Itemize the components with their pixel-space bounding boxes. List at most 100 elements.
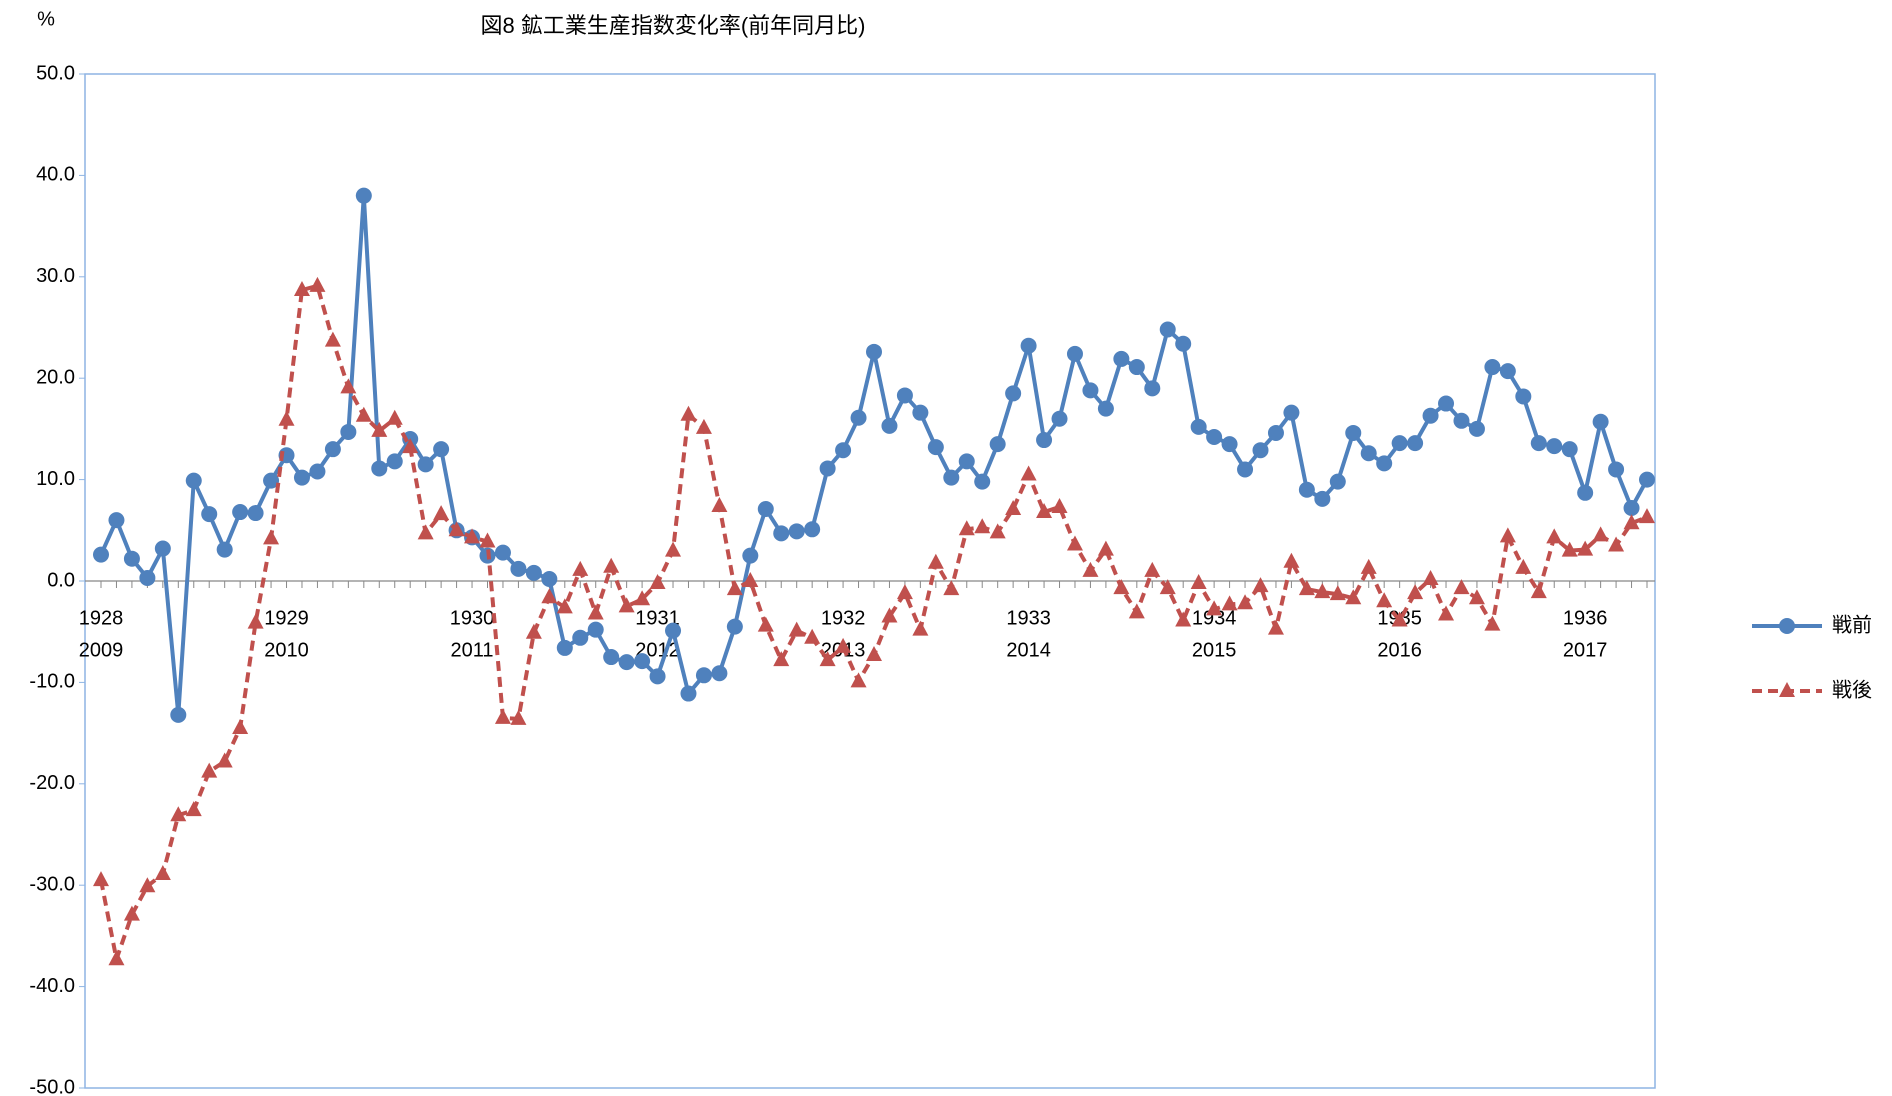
data-point bbox=[835, 637, 852, 653]
data-point bbox=[819, 651, 836, 667]
data-point bbox=[371, 460, 388, 477]
data-point bbox=[386, 409, 403, 425]
data-point bbox=[757, 501, 774, 518]
data-point bbox=[1283, 404, 1300, 421]
data-point bbox=[587, 604, 604, 620]
data-point bbox=[757, 616, 774, 632]
data-point bbox=[139, 877, 156, 893]
data-point bbox=[1190, 574, 1207, 590]
data-point bbox=[494, 708, 511, 724]
data-point bbox=[340, 423, 357, 440]
data-point bbox=[634, 653, 651, 670]
data-point bbox=[1592, 413, 1609, 430]
data-point bbox=[201, 762, 218, 778]
data-point bbox=[711, 665, 728, 682]
data-point bbox=[170, 706, 187, 723]
data-point bbox=[1546, 528, 1563, 544]
x-tick-label: 1932 bbox=[821, 607, 866, 629]
y-unit: % bbox=[37, 8, 55, 30]
data-point bbox=[881, 417, 898, 434]
data-point bbox=[1608, 461, 1625, 478]
x-tick-label-postwar: 2010 bbox=[264, 639, 309, 661]
data-point bbox=[649, 668, 666, 685]
data-point bbox=[1113, 579, 1130, 595]
data-point bbox=[1530, 435, 1547, 452]
data-point bbox=[618, 654, 635, 671]
data-point bbox=[896, 387, 913, 404]
data-point bbox=[448, 521, 465, 537]
data-point bbox=[1175, 611, 1192, 627]
data-point bbox=[1592, 526, 1609, 542]
data-point bbox=[1190, 418, 1207, 435]
y-tick-label: -20.0 bbox=[29, 772, 75, 794]
data-point bbox=[433, 505, 450, 521]
data-point bbox=[433, 441, 450, 458]
data-point bbox=[1020, 465, 1037, 481]
data-point bbox=[1082, 382, 1099, 399]
data-point bbox=[896, 584, 913, 600]
data-point bbox=[1097, 540, 1114, 556]
data-point bbox=[866, 343, 882, 360]
data-point bbox=[866, 646, 882, 662]
data-point bbox=[93, 546, 109, 563]
data-point bbox=[773, 651, 790, 667]
data-point bbox=[185, 801, 202, 817]
data-point bbox=[804, 521, 821, 538]
data-point bbox=[417, 456, 434, 473]
data-point bbox=[881, 607, 898, 623]
data-point bbox=[1561, 441, 1578, 458]
data-point bbox=[726, 580, 743, 596]
data-point bbox=[108, 950, 125, 966]
legend-marker bbox=[1779, 682, 1795, 697]
data-point bbox=[1376, 455, 1393, 472]
legend-label: 戦前 bbox=[1832, 613, 1872, 636]
data-point bbox=[695, 667, 712, 684]
data-point bbox=[603, 557, 620, 573]
data-point bbox=[788, 621, 805, 637]
data-point bbox=[216, 752, 233, 768]
data-point bbox=[324, 441, 341, 458]
data-point bbox=[649, 574, 666, 590]
data-point bbox=[108, 512, 125, 529]
data-point bbox=[1608, 536, 1625, 552]
data-point bbox=[1314, 490, 1331, 507]
x-tick-label-postwar: 2009 bbox=[79, 639, 124, 661]
data-point bbox=[1221, 436, 1238, 453]
data-point bbox=[974, 473, 991, 490]
data-point bbox=[665, 541, 682, 557]
data-point bbox=[355, 406, 372, 422]
data-point bbox=[804, 628, 821, 644]
y-tick-label: 40.0 bbox=[36, 164, 75, 186]
data-point bbox=[927, 439, 944, 456]
data-point bbox=[974, 518, 991, 534]
data-point bbox=[989, 436, 1006, 453]
data-point bbox=[1298, 481, 1315, 498]
data-point bbox=[1453, 579, 1470, 595]
data-point bbox=[1298, 580, 1315, 596]
data-point bbox=[695, 418, 712, 434]
data-point bbox=[1005, 385, 1022, 402]
data-point bbox=[1530, 583, 1547, 599]
data-point bbox=[1020, 337, 1037, 354]
data-point bbox=[603, 649, 620, 666]
data-point bbox=[1237, 461, 1254, 478]
data-point bbox=[835, 442, 852, 459]
data-point bbox=[1113, 350, 1130, 367]
data-point bbox=[525, 564, 542, 581]
data-point bbox=[634, 590, 651, 606]
data-point bbox=[1623, 514, 1640, 530]
data-point bbox=[479, 532, 496, 548]
y-tick-label: -50.0 bbox=[29, 1076, 75, 1096]
data-point bbox=[943, 580, 960, 596]
data-point bbox=[170, 806, 187, 822]
data-point bbox=[1066, 535, 1083, 551]
y-tick-label: 10.0 bbox=[36, 468, 75, 490]
data-point bbox=[247, 505, 264, 522]
data-point bbox=[525, 623, 542, 639]
data-point bbox=[850, 672, 867, 688]
legend-marker bbox=[1779, 618, 1795, 634]
data-point bbox=[958, 520, 975, 536]
data-point bbox=[1484, 359, 1501, 376]
data-point bbox=[1252, 442, 1269, 459]
